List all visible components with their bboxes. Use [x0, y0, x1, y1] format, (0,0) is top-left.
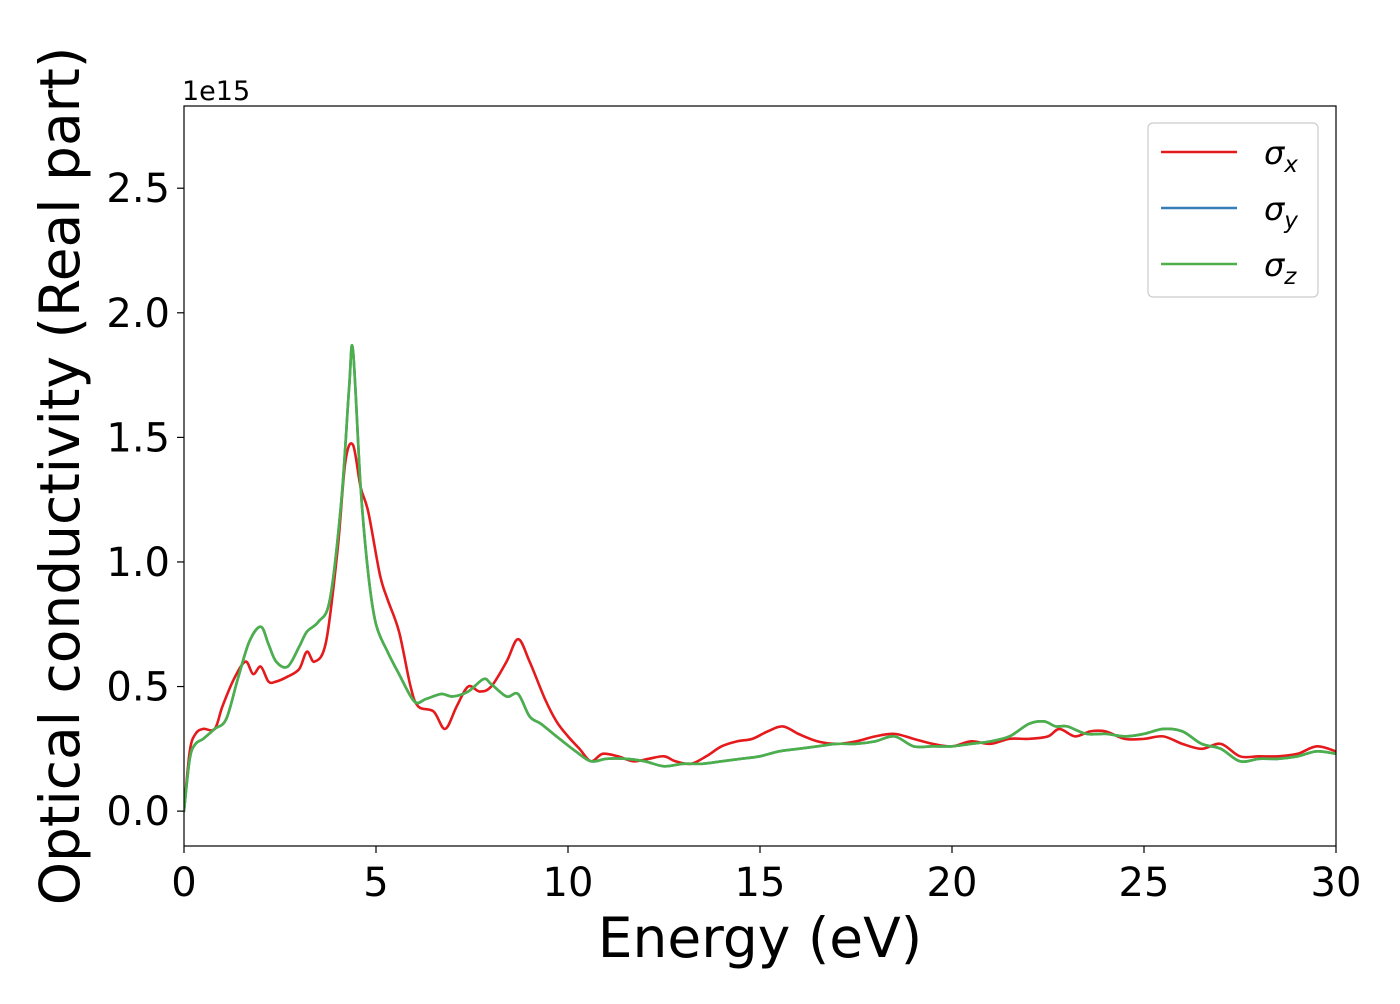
- x-tick-label: 20: [927, 860, 978, 906]
- series-line-3: [184, 344, 1336, 813]
- y-tick-label: 1.0: [106, 540, 170, 586]
- y-tick-label: 2.0: [106, 291, 170, 337]
- x-tick-label: 0: [171, 860, 196, 906]
- x-tick-label: 15: [735, 860, 786, 906]
- legend-box: [1147, 122, 1319, 298]
- y-offset-label: 1e15: [182, 76, 250, 107]
- x-axis-label: Energy (eV): [598, 906, 922, 970]
- y-tick-label: 2.5: [106, 166, 170, 212]
- x-tick-label: 10: [543, 860, 594, 906]
- x-tick-label: 30: [1311, 860, 1362, 906]
- y-tick-label: 0.5: [106, 665, 170, 711]
- y-tick-label: 1.5: [106, 415, 170, 461]
- x-axis: 0 5 10 15 20 25 30: [171, 846, 1361, 906]
- y-axis: 0.0 0.5 1.0 1.5 2.0 2.5: [106, 166, 184, 835]
- series-line-1: [184, 442, 1336, 813]
- y-axis-label: Optical conductivity (Real part): [28, 47, 92, 906]
- series-layer: [184, 344, 1336, 813]
- x-tick-label: 5: [363, 860, 388, 906]
- y-tick-label: 0.0: [106, 789, 170, 835]
- x-tick-label: 25: [1119, 860, 1170, 906]
